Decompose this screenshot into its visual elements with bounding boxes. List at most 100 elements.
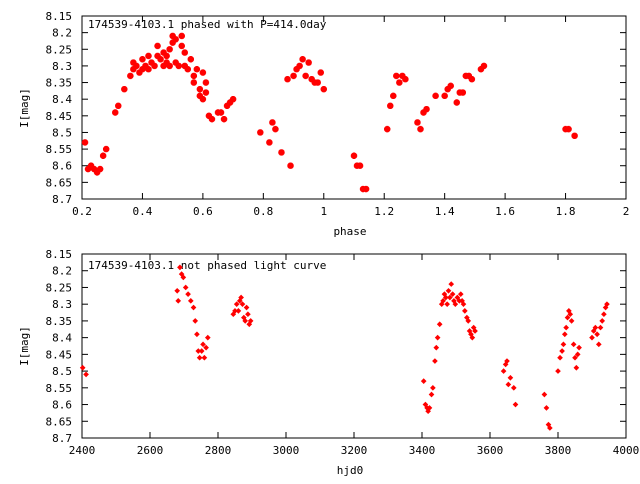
data-point [151, 62, 158, 70]
data-point [220, 115, 228, 123]
data-point [434, 334, 441, 341]
y-axis-label: I[mag] [18, 326, 31, 366]
y-tick-label: 8.6 [52, 399, 72, 412]
data-point [595, 341, 602, 348]
data-point [574, 351, 581, 358]
data-point [447, 82, 454, 90]
y-tick-label: 8.2 [52, 265, 72, 278]
data-point [570, 341, 577, 348]
data-point [136, 69, 143, 76]
data-point [208, 115, 216, 123]
data-point [362, 185, 370, 193]
data-point [557, 354, 563, 361]
data-point [235, 308, 242, 314]
data-point [507, 374, 514, 381]
y-tick-label: 8.4 [52, 93, 72, 106]
y-tick-label: 8.7 [52, 193, 72, 206]
x-tick-label: 3400 [409, 444, 436, 457]
data-point [547, 425, 553, 431]
data-point [181, 49, 188, 56]
data-point [448, 281, 455, 287]
x-tick-label: 3600 [477, 444, 504, 457]
data-point [148, 59, 155, 66]
data-point [350, 152, 358, 159]
data-point [192, 318, 199, 324]
data-point [169, 32, 176, 40]
data-point [417, 125, 424, 133]
x-tick-label: 3200 [341, 444, 368, 457]
y-tick-label: 8.3 [52, 298, 72, 311]
data-point [226, 99, 234, 106]
y-tick-label: 8.65 [46, 415, 73, 428]
data-point [196, 354, 203, 361]
data-point [204, 334, 211, 341]
y-tick-label: 8.25 [46, 281, 73, 294]
data-point [79, 364, 86, 371]
data-point [201, 354, 208, 361]
y-tick-label: 8.3 [52, 60, 72, 73]
data-point [308, 76, 315, 83]
data-point [83, 371, 89, 378]
plot-frame [81, 253, 627, 439]
data-point [599, 318, 606, 324]
y-tick-label: 8.45 [46, 348, 73, 361]
data-point [184, 66, 191, 73]
y-tick-label: 8.35 [46, 77, 73, 90]
data-point [469, 334, 476, 341]
y-ticks: 8.15 8.2 8.25 8.3 8.35 8.4 8.45 8.5 8.55 8.6 8.65 8… [46, 10, 626, 206]
data-point [290, 72, 297, 80]
data-point [571, 132, 578, 139]
data-point [160, 49, 167, 56]
x-tick-label: 4000 [613, 444, 640, 457]
data-point [589, 334, 595, 341]
x-tick-label: 2800 [205, 444, 232, 457]
data-point [601, 311, 607, 318]
x-tick-label: 3800 [545, 444, 572, 457]
data-point [284, 76, 291, 83]
data-point [229, 95, 237, 103]
data-point [384, 125, 391, 133]
data-point [447, 294, 453, 301]
data-point [223, 102, 231, 110]
data-point [187, 56, 194, 63]
data-point [444, 86, 451, 93]
x-tick-label: 3000 [273, 444, 300, 457]
data-point [190, 72, 198, 80]
data-point [433, 344, 440, 351]
data-point [594, 331, 600, 338]
data-point [130, 59, 137, 66]
chart-title: 174539-4103.1 phased with P=414.0day [88, 18, 327, 31]
y-axis-label: I[mag] [18, 88, 31, 128]
data-point [314, 79, 321, 86]
data-point [454, 294, 461, 301]
data-point [512, 401, 519, 408]
data-point [166, 46, 173, 53]
data-point [202, 89, 210, 96]
data-point [145, 52, 152, 60]
data-point [174, 287, 181, 294]
data-points [81, 32, 578, 193]
data-point [449, 291, 456, 297]
data-point [133, 62, 140, 70]
data-point [442, 294, 449, 301]
data-point [154, 42, 161, 50]
data-point [245, 311, 251, 318]
data-point [190, 304, 197, 311]
data-point [272, 125, 279, 133]
data-point [190, 79, 198, 86]
data-point [564, 314, 571, 321]
data-point [239, 301, 246, 308]
data-point [420, 378, 427, 384]
data-point [181, 62, 188, 70]
data-point [202, 79, 210, 86]
y-tick-label: 8.5 [52, 126, 72, 139]
x-tick-label: 2400 [69, 444, 96, 457]
data-point [576, 344, 582, 351]
data-point [233, 301, 240, 308]
x-tick-label: 1 [320, 205, 327, 218]
data-point [177, 264, 183, 271]
y-tick-label: 8.4 [52, 332, 72, 345]
data-point [166, 62, 173, 70]
data-point [317, 69, 324, 76]
data-point [572, 354, 578, 361]
